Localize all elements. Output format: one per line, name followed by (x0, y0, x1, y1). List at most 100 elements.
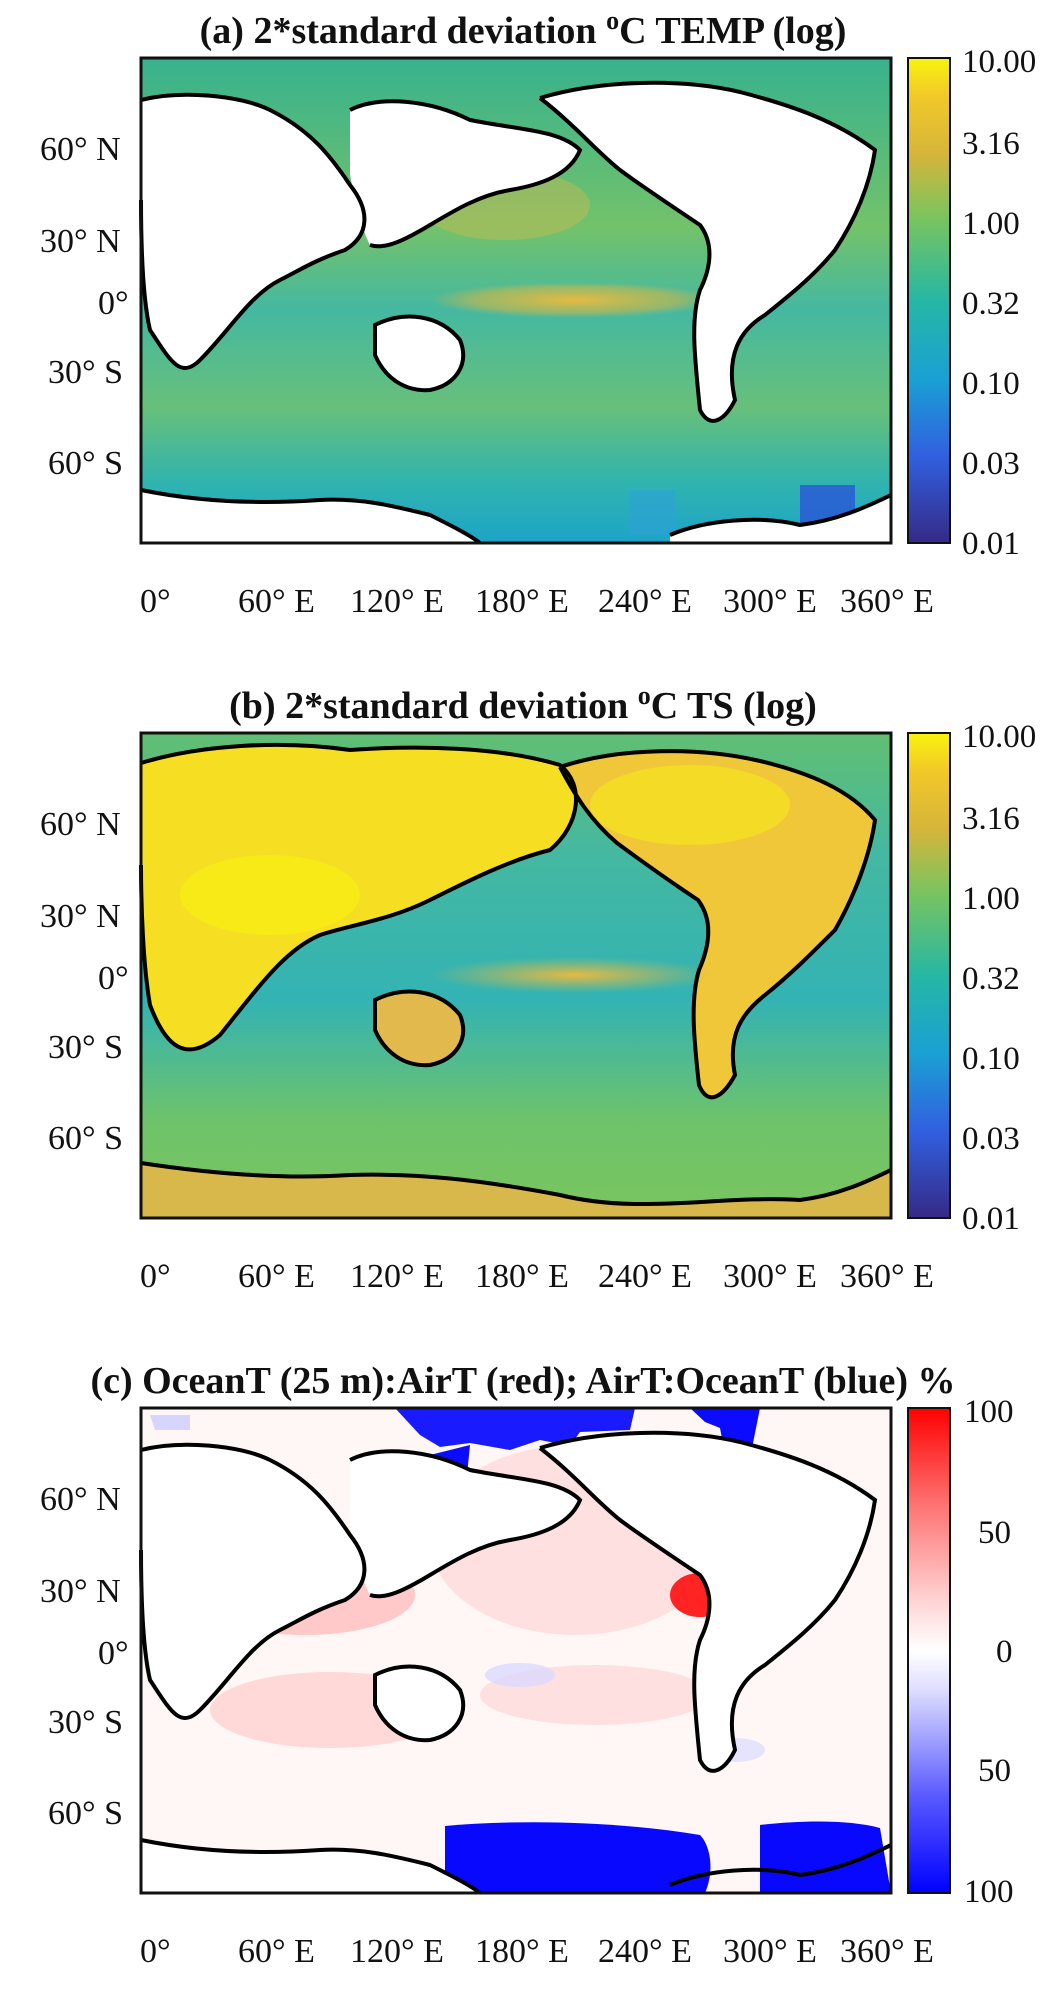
panel-a-xtick-6: 300° E (723, 583, 817, 620)
panel-a-cbar-1: 10.00 (962, 44, 1036, 80)
panel-b-ytick-2: 30° N (40, 898, 121, 935)
panel-b-xtick-6: 300° E (723, 1258, 817, 1295)
panel-b-australia-land (375, 991, 464, 1066)
panel-c-ytick-2: 30° N (40, 1573, 121, 1610)
panel-b-equatorial-anomaly (430, 957, 720, 993)
panel-a: (a) 2*standard deviation oC TEMP (log) 6… (0, 0, 1047, 640)
panel-b: (b) 2*standard deviation oC TS (log) 60°… (0, 675, 1047, 1315)
panel-c-ytick-4: 30° S (48, 1704, 123, 1741)
panel-b-svg: (b) 2*standard deviation oC TS (log) 60°… (40, 681, 1036, 1296)
panel-a-ytick-5: 60° S (48, 445, 123, 482)
panel-c-title: (c) OceanT (25 m):AirT (red); AirT:Ocean… (90, 1360, 955, 1402)
panel-b-cbar-1: 10.00 (962, 719, 1036, 755)
panel-b-americas-land (560, 751, 875, 1098)
panel-a-coast-4 (373, 314, 466, 393)
panel-a-xtick-7: 360° E (840, 583, 934, 620)
panel-c-northwest-blue (150, 1415, 190, 1430)
panel-a-cbar-7: 0.01 (962, 526, 1020, 562)
panel-c-svg: (c) OceanT (25 m):AirT (red); AirT:Ocean… (40, 1360, 1014, 1970)
panel-c-australia (375, 1666, 464, 1741)
panel-b-ytick-5: 60° S (48, 1120, 123, 1157)
panel-c-arctic-blue-1 (395, 1408, 635, 1450)
panel-b-coast-2 (558, 749, 878, 1100)
panel-c-antarctica-left (141, 1840, 480, 1893)
panel-b-cbar-5: 0.10 (962, 1041, 1020, 1077)
panel-b-north-america-hotspot (590, 765, 790, 845)
panel-c-coast-1 (139, 1442, 367, 1720)
panel-c-cbar-2: 50 (978, 1515, 1011, 1551)
panel-c-blue-patch-1 (485, 1663, 555, 1687)
panel-c-ytick-3: 0° (98, 1635, 129, 1672)
panel-b-xtick-7: 360° E (840, 1258, 934, 1295)
panel-a-asia (350, 101, 580, 247)
panel-c-colorbar (907, 1407, 951, 1894)
panel-c-xtick-5: 240° E (598, 1933, 692, 1970)
panel-c-axes-box (139, 1406, 893, 1895)
panel-c-coast-3 (538, 1430, 878, 1773)
panel-a-ytick-3: 0° (98, 285, 129, 322)
panel-c-coast-5 (140, 1838, 482, 1895)
panel-b-coast-1 (139, 742, 578, 1052)
panel-c-southern-ocean-blue-1 (445, 1822, 711, 1893)
panel-b-cbar-6: 0.03 (962, 1121, 1020, 1157)
panel-c-cbar-4: 50 (978, 1753, 1011, 1789)
panel-c-asia (350, 1451, 580, 1597)
panel-b-xtick-4: 180° E (475, 1258, 569, 1295)
panel-a-coast-6 (669, 493, 892, 537)
panel-a-xtick-5: 240° E (598, 583, 692, 620)
panel-a-cbar-4: 0.32 (962, 286, 1020, 322)
panel-b-asia-hotspot (180, 855, 360, 935)
panel-a-xtick-3: 120° E (350, 583, 444, 620)
panel-c-americas (540, 1432, 875, 1771)
panel-b-coast-3 (373, 989, 466, 1068)
panel-b-coast-4 (140, 1161, 892, 1207)
panel-a-coast-5 (140, 488, 482, 545)
panel-c-xtick-7: 360° E (840, 1933, 934, 1970)
panel-c-eurasia-africa (141, 1444, 365, 1719)
panel-a-xtick-2: 60° E (238, 583, 315, 620)
panel-c-coast-6 (669, 1843, 892, 1887)
panel-b-ytick-4: 30° S (48, 1029, 123, 1066)
panel-c-xtick-1: 0° (140, 1933, 171, 1970)
panel-a-antarctica-left (141, 490, 480, 543)
panel-a-equatorial-anomaly (430, 282, 720, 318)
panel-c-xtick-2: 60° E (238, 1933, 315, 1970)
panel-c-coast-4 (373, 1664, 466, 1743)
panel-b-cbar-3: 1.00 (962, 881, 1020, 917)
panel-a-coast-1 (139, 92, 367, 370)
panel-b-ytick-3: 0° (98, 960, 129, 997)
panel-b-xtick-3: 120° E (350, 1258, 444, 1295)
panel-a-cbar-5: 0.10 (962, 366, 1020, 402)
panel-a-cbar-3: 1.00 (962, 206, 1020, 242)
panel-c: (c) OceanT (25 m):AirT (red); AirT:Ocean… (0, 1350, 1047, 1990)
panel-c-xtick-4: 180° E (475, 1933, 569, 1970)
panel-b-xtick-5: 240° E (598, 1258, 692, 1295)
panel-c-xtick-6: 300° E (723, 1933, 817, 1970)
panel-a-colorbar (907, 57, 951, 544)
panel-b-xtick-2: 60° E (238, 1258, 315, 1295)
panel-a-axes-box (139, 56, 893, 545)
panel-c-xtick-3: 120° E (350, 1933, 444, 1970)
panel-a-cbar-6: 0.03 (962, 446, 1020, 482)
panel-b-cbar-4: 0.32 (962, 961, 1020, 997)
panel-a-antarctica-right (670, 495, 891, 543)
panel-a-ytick-2: 30° N (40, 223, 121, 260)
panel-c-ytick-5: 60° S (48, 1795, 123, 1832)
panel-a-cbar-2: 3.16 (962, 126, 1020, 162)
panel-b-xtick-1: 0° (140, 1258, 171, 1295)
panel-c-cbar-5: 100 (964, 1874, 1014, 1910)
panel-a-xtick-1: 0° (140, 583, 171, 620)
panel-c-cbar-3: 0 (996, 1634, 1013, 1670)
panel-c-ytick-1: 60° N (40, 1481, 121, 1518)
panel-a-coast-3 (538, 80, 878, 423)
panel-c-coast-2 (349, 1449, 583, 1599)
panel-a-southern-mid (630, 490, 675, 535)
panel-a-ytick-1: 60° N (40, 131, 121, 168)
panel-c-southern-ocean-blue-2 (760, 1821, 891, 1893)
panel-a-americas (540, 82, 875, 421)
panel-a-australia (375, 316, 464, 391)
panel-a-svg: (a) 2*standard deviation oC TEMP (log) 6… (40, 6, 1036, 621)
panel-b-cbar-2: 3.16 (962, 801, 1020, 837)
panel-a-xtick-4: 180° E (475, 583, 569, 620)
panel-b-cbar-7: 0.01 (962, 1201, 1020, 1237)
